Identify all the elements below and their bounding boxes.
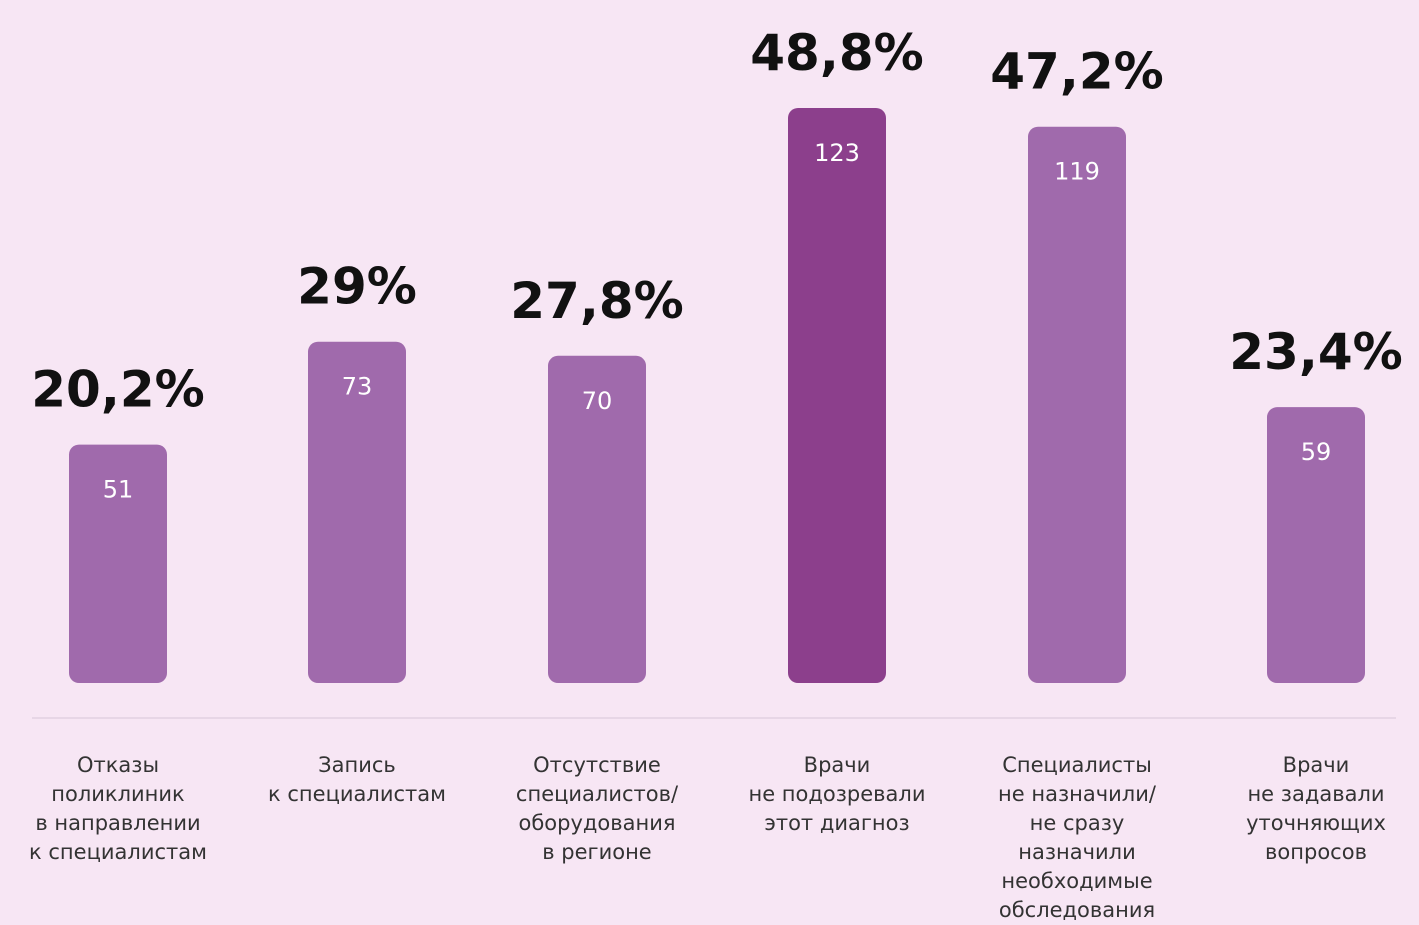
category-label-line: в направлении <box>35 811 200 835</box>
category-label-line: вопросов <box>1265 840 1367 864</box>
category-label-line: необходимые <box>1001 869 1152 893</box>
category-label-line: к специалистам <box>268 782 446 806</box>
category-label-line: Специалисты <box>1002 753 1152 777</box>
percent-label: 47,2% <box>990 43 1163 101</box>
category-label-line: назначили <box>1018 840 1136 864</box>
bar <box>1028 126 1126 683</box>
category-label: Отсутствие специалистов/оборудования в рег… <box>516 753 679 864</box>
category-label-line: Запись <box>318 753 396 777</box>
percent-label: 48,8% <box>750 24 923 82</box>
category-label-line: к специалистам <box>29 840 207 864</box>
bar <box>548 355 646 683</box>
category-label-line: Отказы <box>77 753 159 777</box>
category-label-line: этот диагноз <box>764 811 909 835</box>
percent-label: 20,2% <box>31 361 204 419</box>
category-label-line: не задавали <box>1247 782 1384 806</box>
bar-value-label: 119 <box>1054 158 1100 186</box>
category-label-line: Врачи <box>1283 753 1350 777</box>
category-label: Врачи не задавали уточняющих вопросов <box>1246 753 1386 864</box>
category-label: Врачи не подозревали этот диагноз <box>748 753 925 835</box>
percent-label: 29% <box>297 258 417 316</box>
category-label-line: оборудования <box>518 811 675 835</box>
category-label-line: не сразу <box>1030 811 1125 835</box>
bar <box>788 108 886 683</box>
bar <box>69 444 167 683</box>
category-label: Запись к специалистам <box>268 753 446 806</box>
bar <box>1267 407 1365 683</box>
category-label-line: обследования <box>999 898 1155 922</box>
bar-value-label: 123 <box>814 139 860 167</box>
bar-value-label: 70 <box>582 387 613 415</box>
category-label-line: в регионе <box>542 840 651 864</box>
bar-value-label: 51 <box>103 476 134 504</box>
bar-value-label: 59 <box>1301 438 1332 466</box>
category-label-line: не подозревали <box>748 782 925 806</box>
bar-value-label: 73 <box>342 373 373 401</box>
category-label: Отказы поликлиник в направлении к специалис… <box>29 753 207 864</box>
category-label-line: поликлиник <box>51 782 184 806</box>
category-label-line: не назначили/ <box>998 782 1157 806</box>
category-label-line: специалистов/ <box>516 782 679 806</box>
percent-label: 23,4% <box>1229 323 1402 381</box>
category-label-line: уточняющих <box>1246 811 1386 835</box>
bar <box>308 341 406 683</box>
category-label-line: Врачи <box>804 753 871 777</box>
category-label: Специалисты не назначили/не сразу назначил… <box>998 753 1157 922</box>
percent-label: 27,8% <box>510 272 683 330</box>
category-label-line: Отсутствие <box>533 753 661 777</box>
